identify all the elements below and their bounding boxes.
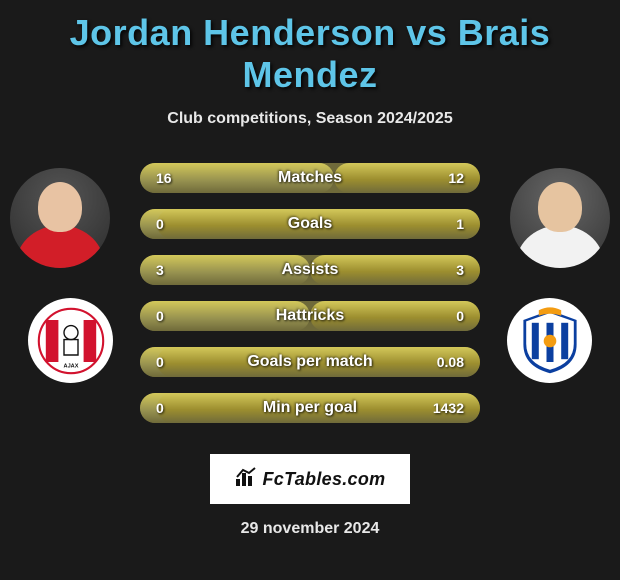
stat-value-left: 0 <box>156 308 164 324</box>
comparison-area: AJAX Matches1612Goals01Assists33Hattrick… <box>0 158 620 438</box>
stat-value-right: 1 <box>456 216 464 232</box>
stat-row: Goals per match0 0.08 <box>140 347 480 377</box>
player-avatar-right <box>510 168 610 268</box>
stat-label: Matches <box>140 169 480 187</box>
stat-label: Assists <box>140 261 480 279</box>
stat-row: Matches16 12 <box>140 163 480 193</box>
stat-value-right: 1432 <box>433 400 464 416</box>
chart-icon <box>235 467 257 492</box>
stat-row: Min per goal0 1432 <box>140 393 480 423</box>
stat-value-right: 0 <box>456 308 464 324</box>
stat-rows: Matches1612Goals01Assists33Hattricks00Go… <box>140 163 480 439</box>
branding-badge: FcTables.com <box>210 454 410 504</box>
club-badge-right <box>507 298 592 383</box>
svg-text:AJAX: AJAX <box>63 363 78 369</box>
page-title: Jordan Henderson vs Brais Mendez <box>0 0 620 96</box>
player-avatar-left <box>10 168 110 268</box>
stat-label: Hattricks <box>140 307 480 325</box>
club-badge-left: AJAX <box>28 298 113 383</box>
stat-label: Goals <box>140 215 480 233</box>
subtitle: Club competitions, Season 2024/2025 <box>0 110 620 128</box>
stat-value-left: 16 <box>156 170 172 186</box>
stat-value-left: 0 <box>156 400 164 416</box>
stat-row: Hattricks0 0 <box>140 301 480 331</box>
stat-value-left: 3 <box>156 262 164 278</box>
date-line: 29 november 2024 <box>0 520 620 538</box>
stat-value-left: 0 <box>156 354 164 370</box>
stat-label: Min per goal <box>140 399 480 417</box>
stat-value-right: 0.08 <box>437 354 464 370</box>
stat-value-right: 3 <box>456 262 464 278</box>
stat-row: Goals0 1 <box>140 209 480 239</box>
stat-row: Assists3 3 <box>140 255 480 285</box>
stat-value-right: 12 <box>448 170 464 186</box>
branding-text: FcTables.com <box>263 469 386 490</box>
stat-value-left: 0 <box>156 216 164 232</box>
stat-label: Goals per match <box>140 353 480 371</box>
